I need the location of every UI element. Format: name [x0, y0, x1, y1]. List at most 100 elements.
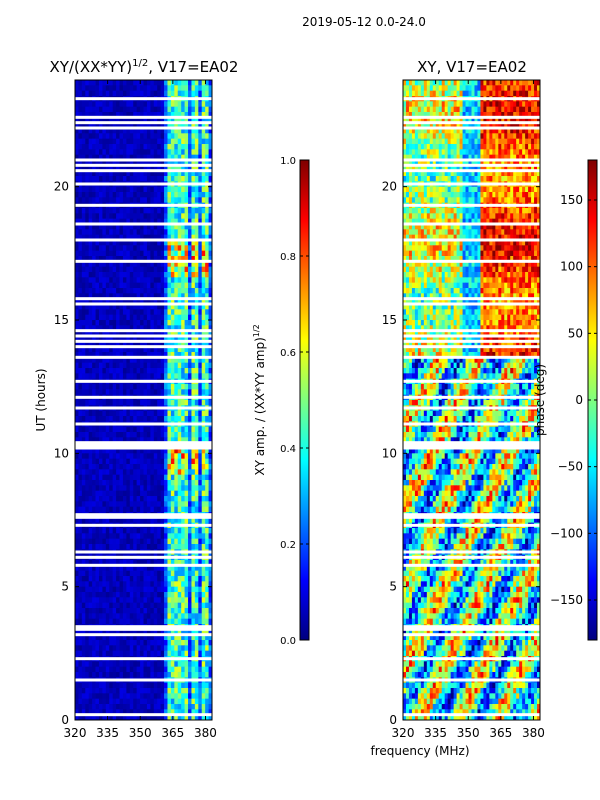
heat-cell	[75, 501, 79, 508]
heat-cell	[146, 416, 151, 422]
heat-cell	[129, 298, 134, 305]
heat-cell	[188, 469, 192, 476]
heat-cell	[92, 85, 96, 92]
heat-cell	[81, 213, 86, 220]
heat-cell	[85, 629, 90, 636]
heat-cell	[157, 618, 162, 625]
heat-cell	[184, 645, 189, 652]
heat-cell	[95, 581, 100, 588]
heat-cell	[181, 128, 185, 134]
heat-cell	[129, 464, 134, 470]
heat-cell	[198, 186, 203, 193]
heat-cell	[133, 597, 138, 604]
heat-cell	[150, 325, 155, 332]
heat-cell	[194, 688, 199, 694]
heat-cell	[126, 170, 131, 177]
heat-cell	[98, 309, 103, 316]
heat-cell	[116, 261, 120, 268]
heat-cell	[157, 400, 162, 406]
heat-cell	[208, 245, 212, 252]
heat-cell	[88, 240, 93, 246]
heat-cell	[167, 282, 172, 289]
heat-cell	[105, 304, 110, 310]
heat-cell	[133, 133, 138, 140]
heat-cell	[205, 298, 209, 305]
heat-cell	[181, 149, 185, 156]
heat-cell	[157, 165, 162, 172]
heat-cell	[122, 368, 127, 374]
heat-cell	[205, 453, 209, 460]
heat-cell	[122, 389, 127, 396]
heat-cell	[85, 565, 90, 572]
heat-cell	[112, 640, 117, 646]
heat-cell	[174, 672, 179, 678]
heat-cell	[170, 208, 175, 214]
heat-cell	[81, 341, 86, 348]
heat-cell	[133, 480, 138, 486]
heat-cell	[201, 480, 206, 486]
heat-cell	[98, 341, 103, 348]
heat-cell	[122, 266, 127, 273]
heat-cell	[191, 133, 196, 140]
heat-cell	[109, 709, 114, 716]
heat-cell	[164, 453, 168, 460]
heat-cell	[81, 464, 86, 470]
heat-cell	[126, 309, 131, 316]
heat-cell	[122, 122, 127, 129]
heat-cell	[191, 629, 196, 636]
heat-cell	[136, 640, 141, 646]
right-panel-title: XY, V17=EA02	[417, 58, 527, 76]
heat-cell	[112, 80, 117, 86]
heat-cell	[136, 288, 141, 294]
heat-cell	[205, 426, 209, 433]
heat-cell	[177, 453, 182, 460]
heat-cell	[150, 384, 155, 390]
heat-cell	[75, 282, 79, 289]
heat-cell	[92, 592, 96, 598]
heat-cell	[143, 373, 148, 380]
heat-cell	[92, 144, 96, 150]
heat-cell	[181, 325, 185, 332]
heat-cell	[205, 490, 209, 497]
heat-cell	[143, 112, 148, 118]
heat-cell	[157, 341, 162, 348]
heat-cell	[105, 144, 110, 150]
heat-cell	[88, 256, 93, 262]
heat-cell	[122, 272, 127, 278]
heat-cell	[184, 506, 189, 513]
heat-cell	[88, 485, 93, 492]
heat-cell	[109, 304, 114, 310]
heat-cell	[157, 570, 162, 577]
heat-cell	[136, 117, 141, 124]
heat-cell	[164, 197, 168, 204]
heat-cell	[153, 506, 158, 513]
heat-cell	[122, 544, 127, 550]
heat-cell	[95, 693, 100, 700]
heat-cell	[167, 613, 172, 620]
heat-cell	[85, 474, 90, 481]
heat-cell	[81, 277, 86, 284]
heat-cell	[136, 581, 141, 588]
heat-cell	[129, 645, 134, 652]
heat-cell	[119, 661, 124, 668]
heat-cell	[81, 426, 86, 433]
heat-cell	[126, 432, 131, 438]
heat-cell	[109, 165, 114, 172]
heat-cell	[102, 618, 107, 625]
heat-cell	[75, 698, 79, 705]
heat-cell	[184, 608, 189, 614]
heat-cell	[174, 320, 179, 326]
heat-cell	[188, 544, 192, 550]
heat-cell	[98, 528, 103, 534]
heat-cell	[164, 85, 168, 92]
heat-cell	[81, 453, 86, 460]
heat-cell	[153, 234, 158, 241]
heat-cell	[81, 192, 86, 198]
heat-cell	[119, 464, 124, 470]
heat-cell	[105, 160, 110, 166]
heat-cell	[184, 682, 189, 689]
heat-cell	[167, 256, 172, 262]
heat-cell	[88, 666, 93, 673]
heat-cell	[75, 176, 79, 182]
heat-cell	[126, 634, 131, 641]
